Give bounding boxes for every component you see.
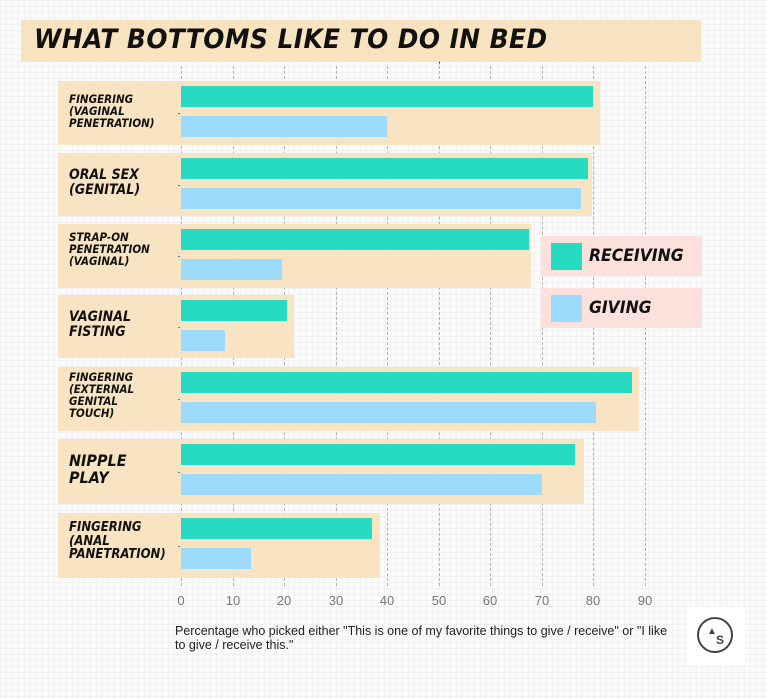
bar-giving [181,548,251,569]
gridline [439,66,440,586]
y-tick-mark [178,113,180,114]
bar-giving [181,402,596,423]
chart-title: WHAT BOTTOMS LIKE TO DO IN BED [34,24,548,55]
title-band [21,20,701,62]
y-tick-mark [178,399,180,400]
gridline [490,66,491,586]
y-tick-mark [178,326,180,328]
gridline [336,66,337,586]
x-tick-label: 20 [276,593,292,608]
legend-label-giving: GIVING [589,298,652,318]
bar-giving [181,474,542,495]
x-tick-label: 40 [379,593,395,608]
category-label: ORAL SEX (GENITAL) [69,167,141,198]
gridline [387,66,388,586]
legend-item-giving: GIVING [541,288,702,328]
bar-giving [181,116,387,137]
x-tick-label: 80 [585,593,601,608]
legend-item-receiving: RECEIVING [541,236,702,276]
legend-swatch-giving [551,295,582,322]
bar-receiving [181,158,588,179]
category-label: VAGINAL FISTING [69,309,132,340]
x-tick-label: 30 [328,593,344,608]
category-label: FINGERING (VAGINAL PENETRATION) [69,92,155,131]
bar-receiving [181,300,287,321]
logo-letter: S [716,633,725,647]
x-tick-label: 50 [431,593,447,608]
bar-giving [181,259,282,280]
category-label: FINGERING (ANAL PANETRATION) [69,520,166,563]
category-label: NIPPLE PLAY [69,451,127,487]
y-tick-mark [178,545,180,547]
stray-mark: , [438,54,442,66]
bar-receiving [181,518,372,539]
y-tick-mark [178,256,180,257]
y-tick-mark [178,184,180,186]
category-label: FINGERING (EXTERNAL GENITAL TOUCH) [69,370,135,421]
legend-label-receiving: RECEIVING [589,246,684,266]
x-tick-label: 90 [637,593,653,608]
triangle-icon: ▲ [707,626,717,637]
as-circle-logo-icon: ▲ S [697,617,733,653]
x-tick-label: 70 [534,593,550,608]
x-tick-label: 0 [177,593,185,608]
axis-caption: Percentage who picked either "This is on… [175,624,668,652]
bar-giving [181,330,225,351]
bar-receiving [181,229,529,250]
category-label: STRAP-ON PENETRATION (VAGINAL) [69,230,150,269]
legend-swatch-receiving [551,243,582,270]
bar-receiving [181,372,632,393]
bar-receiving [181,444,575,465]
bar-giving [181,188,581,209]
x-tick-label: 10 [225,593,241,608]
y-tick-mark [178,471,180,473]
bar-receiving [181,86,593,107]
x-tick-label: 60 [482,593,498,608]
